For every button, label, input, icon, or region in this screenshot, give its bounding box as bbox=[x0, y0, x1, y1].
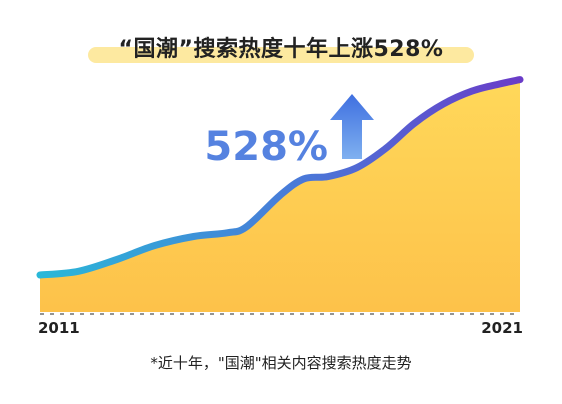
series-line bbox=[36, 76, 524, 279]
growth-label: 528% bbox=[204, 124, 328, 170]
chart-title: “国潮”搜索热度十年上涨528% bbox=[118, 37, 444, 62]
title-area: “国潮”搜索热度十年上涨528% bbox=[88, 27, 474, 67]
growth-arrow-icon bbox=[330, 94, 374, 159]
x-tick-label-start: 2011 bbox=[38, 319, 80, 337]
title-highlight bbox=[88, 47, 474, 63]
x-tick-label-end: 2021 bbox=[481, 319, 523, 337]
chart-caption: *近十年，"国潮"相关内容搜索热度走势 bbox=[150, 354, 412, 372]
